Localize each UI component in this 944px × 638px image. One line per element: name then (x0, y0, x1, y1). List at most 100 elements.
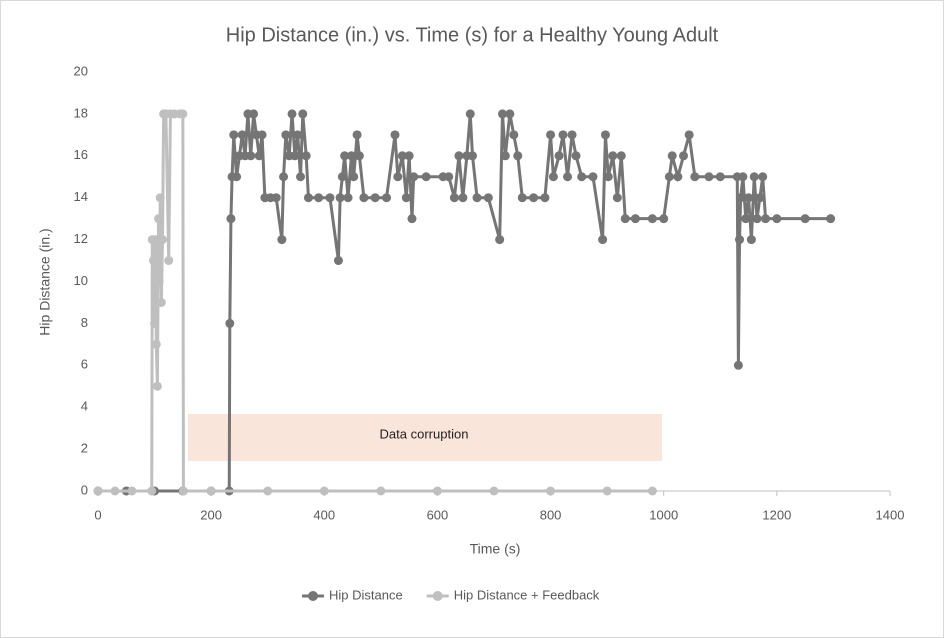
data-point (148, 256, 158, 266)
data-point (249, 109, 259, 119)
data-point (546, 486, 556, 496)
data-point (432, 486, 442, 496)
data-point (359, 193, 369, 203)
data-point (468, 151, 478, 161)
data-point (603, 172, 613, 182)
data-point (343, 193, 353, 203)
y-tick-label: 2 (81, 441, 88, 456)
data-point (421, 172, 431, 182)
data-point (733, 360, 743, 370)
data-point (401, 193, 411, 203)
data-point (404, 151, 414, 161)
data-point (246, 151, 256, 161)
data-point (110, 486, 120, 496)
legend-marker (432, 591, 443, 601)
data-point (376, 486, 386, 496)
data-point (319, 486, 329, 496)
x-tick-label: 400 (313, 507, 335, 522)
data-point (154, 277, 164, 286)
data-point (495, 235, 505, 245)
data-point (151, 339, 161, 349)
y-tick-label: 14 (74, 189, 88, 204)
chart-title: Hip Distance (in.) vs. Time (s) for a He… (226, 24, 719, 46)
data-point (749, 172, 759, 182)
data-point (152, 381, 162, 391)
y-tick-label: 8 (81, 315, 88, 330)
annotation-box (188, 414, 662, 461)
data-point (303, 193, 313, 203)
data-point (164, 256, 174, 266)
y-tick-label: 4 (81, 399, 88, 414)
data-point (772, 214, 782, 224)
data-point (254, 151, 264, 161)
data-point (746, 235, 756, 245)
data-point (407, 214, 417, 224)
data-point (612, 193, 622, 203)
data-point (600, 130, 610, 140)
data-point (755, 193, 765, 203)
data-point (540, 193, 550, 203)
data-point (744, 193, 754, 203)
data-point (659, 214, 669, 224)
data-point (567, 130, 577, 140)
legend-marker (308, 591, 318, 601)
x-tick-label: 800 (540, 507, 562, 522)
data-point (548, 172, 558, 182)
y-axis-title: Hip Distance (in.) (37, 228, 53, 335)
data-point (298, 109, 308, 119)
series (93, 109, 657, 496)
data-point (382, 193, 392, 203)
data-point (679, 151, 689, 161)
data-point (346, 151, 356, 161)
data-point (444, 172, 454, 182)
data-point (232, 172, 242, 182)
y-tick-label: 20 (74, 63, 88, 78)
data-point (472, 193, 482, 203)
data-point (647, 486, 657, 496)
data-point (354, 151, 364, 161)
data-point (237, 130, 247, 140)
data-point (370, 193, 380, 203)
data-point (156, 297, 166, 307)
data-point (497, 109, 507, 119)
data-point (647, 214, 657, 224)
data-point (393, 172, 403, 182)
legend-label: Hip Distance + Feedback (454, 587, 600, 602)
data-point (178, 486, 188, 496)
data-point (616, 151, 626, 161)
data-point (602, 486, 612, 496)
y-tick-label: 10 (74, 273, 88, 288)
data-point (390, 130, 400, 140)
data-point (577, 172, 587, 182)
data-point (178, 109, 188, 119)
data-point (715, 172, 725, 182)
data-point (290, 151, 300, 161)
x-tick-label: 0 (94, 507, 101, 522)
data-point (287, 109, 297, 119)
data-point (690, 172, 700, 182)
data-point (546, 130, 556, 140)
data-point (465, 109, 475, 119)
data-point (761, 214, 771, 224)
data-point (588, 172, 598, 182)
data-point (667, 151, 677, 161)
data-point (704, 172, 714, 182)
data-point (554, 151, 564, 161)
data-point (620, 214, 630, 224)
data-point (147, 486, 157, 496)
series-line (98, 113, 831, 493)
data-point (296, 172, 306, 182)
data-point (157, 235, 167, 245)
data-point (151, 235, 161, 245)
data-point (509, 130, 519, 140)
data-point (397, 151, 407, 161)
data-point (293, 130, 303, 140)
x-tick-label: 200 (200, 507, 222, 522)
data-point (598, 235, 608, 245)
data-point (664, 172, 674, 182)
data-point (314, 193, 324, 203)
data-point (337, 172, 347, 182)
x-tick-label: 600 (427, 507, 449, 522)
data-point (458, 193, 468, 203)
